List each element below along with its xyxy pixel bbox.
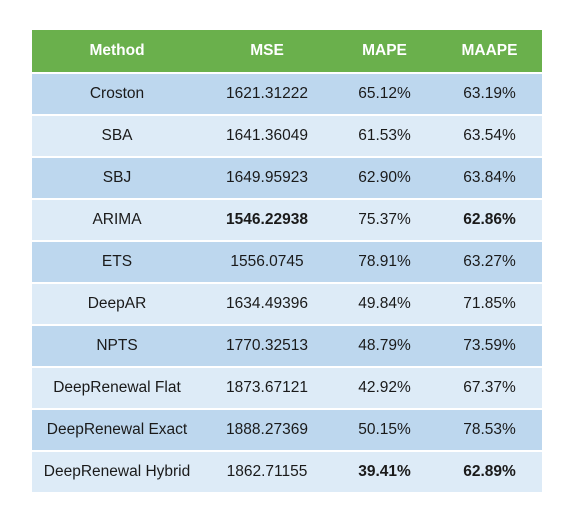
cell-mse: 1770.32513 xyxy=(202,326,332,368)
column-header-method: Method xyxy=(32,30,202,74)
table-header: Method MSE MAPE MAAPE xyxy=(32,30,542,74)
cell-maape: 63.19% xyxy=(437,74,542,116)
cell-method: SBA xyxy=(32,116,202,158)
table-row: ETS 1556.0745 78.91% 63.27% xyxy=(32,242,542,284)
cell-maape: 62.86% xyxy=(437,200,542,242)
cell-mape: 78.91% xyxy=(332,242,437,284)
table-row: NPTS 1770.32513 48.79% 73.59% xyxy=(32,326,542,368)
table-row: DeepAR 1634.49396 49.84% 71.85% xyxy=(32,284,542,326)
column-header-mape: MAPE xyxy=(332,30,437,74)
cell-mse: 1888.27369 xyxy=(202,410,332,452)
column-header-mse: MSE xyxy=(202,30,332,74)
table-row: DeepRenewal Flat 1873.67121 42.92% 67.37… xyxy=(32,368,542,410)
cell-method: DeepRenewal Exact xyxy=(32,410,202,452)
cell-maape: 63.54% xyxy=(437,116,542,158)
cell-method: ETS xyxy=(32,242,202,284)
cell-mse: 1873.67121 xyxy=(202,368,332,410)
cell-mape: 65.12% xyxy=(332,74,437,116)
cell-mape: 48.79% xyxy=(332,326,437,368)
table-row: SBJ 1649.95923 62.90% 63.84% xyxy=(32,158,542,200)
cell-mse: 1862.71155 xyxy=(202,452,332,492)
cell-maape: 62.89% xyxy=(437,452,542,492)
cell-method: ARIMA xyxy=(32,200,202,242)
table-row: Croston 1621.31222 65.12% 63.19% xyxy=(32,74,542,116)
cell-mse: 1649.95923 xyxy=(202,158,332,200)
header-row: Method MSE MAPE MAAPE xyxy=(32,30,542,74)
cell-maape: 63.84% xyxy=(437,158,542,200)
cell-mse: 1634.49396 xyxy=(202,284,332,326)
table-row: ARIMA 1546.22938 75.37% 62.86% xyxy=(32,200,542,242)
cell-method: DeepAR xyxy=(32,284,202,326)
cell-mape: 61.53% xyxy=(332,116,437,158)
cell-mape: 75.37% xyxy=(332,200,437,242)
cell-mape: 49.84% xyxy=(332,284,437,326)
cell-maape: 63.27% xyxy=(437,242,542,284)
table-row: SBA 1641.36049 61.53% 63.54% xyxy=(32,116,542,158)
results-table: Method MSE MAPE MAAPE Croston 1621.31222… xyxy=(32,30,542,492)
column-header-maape: MAAPE xyxy=(437,30,542,74)
cell-mape: 50.15% xyxy=(332,410,437,452)
cell-method: NPTS xyxy=(32,326,202,368)
cell-mape: 39.41% xyxy=(332,452,437,492)
cell-maape: 78.53% xyxy=(437,410,542,452)
cell-maape: 73.59% xyxy=(437,326,542,368)
cell-mse: 1621.31222 xyxy=(202,74,332,116)
cell-mape: 42.92% xyxy=(332,368,437,410)
cell-method: SBJ xyxy=(32,158,202,200)
cell-maape: 67.37% xyxy=(437,368,542,410)
cell-mse: 1641.36049 xyxy=(202,116,332,158)
cell-method: DeepRenewal Flat xyxy=(32,368,202,410)
table-row: DeepRenewal Exact 1888.27369 50.15% 78.5… xyxy=(32,410,542,452)
cell-mse: 1546.22938 xyxy=(202,200,332,242)
cell-maape: 71.85% xyxy=(437,284,542,326)
table-body: Croston 1621.31222 65.12% 63.19% SBA 164… xyxy=(32,74,542,492)
cell-mse: 1556.0745 xyxy=(202,242,332,284)
cell-method: DeepRenewal Hybrid xyxy=(32,452,202,492)
table-row: DeepRenewal Hybrid 1862.71155 39.41% 62.… xyxy=(32,452,542,492)
cell-method: Croston xyxy=(32,74,202,116)
results-table-container: Method MSE MAPE MAAPE Croston 1621.31222… xyxy=(32,30,542,492)
cell-mape: 62.90% xyxy=(332,158,437,200)
